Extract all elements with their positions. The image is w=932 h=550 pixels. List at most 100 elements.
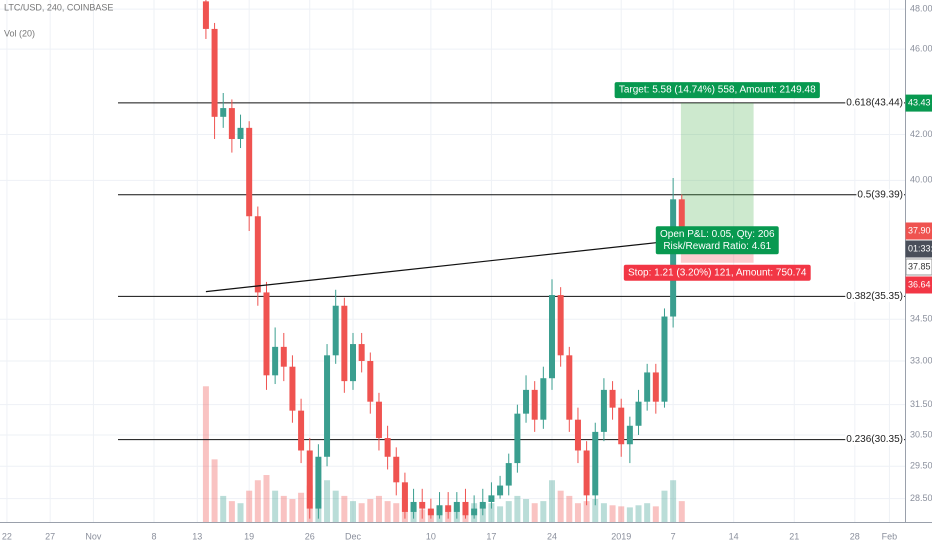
- volume-bar: [384, 501, 391, 522]
- candle-body: [523, 389, 530, 414]
- candle-body: [350, 344, 357, 382]
- volume-bar: [367, 499, 374, 522]
- candle-body: [324, 355, 331, 457]
- candle-body: [566, 355, 573, 420]
- candle-body: [436, 505, 443, 516]
- candle-body: [401, 482, 408, 512]
- candle-body: [410, 501, 417, 512]
- volume-bar: [574, 503, 581, 522]
- x-tick-label: 13: [192, 531, 202, 541]
- candle-body: [635, 401, 642, 426]
- x-tick-label: 17: [486, 531, 496, 541]
- countdown-bg: [905, 240, 932, 258]
- candle-body: [626, 425, 633, 445]
- price-tag-bg: [905, 222, 932, 240]
- price-tag: 36.64: [908, 279, 931, 289]
- x-tick-label: 24: [547, 531, 557, 541]
- x-tick-label: 22: [2, 531, 12, 541]
- volume-bar: [350, 501, 357, 522]
- y-tick-label: 30.50: [910, 429, 932, 439]
- volume-bar: [592, 499, 599, 522]
- candle-body: [609, 389, 616, 408]
- volume-bar: [618, 506, 625, 522]
- fib-label: 0.618(43.44): [846, 98, 903, 109]
- volume-bar: [514, 495, 521, 522]
- x-tick-label: 10: [426, 531, 436, 541]
- candle-body: [652, 372, 659, 402]
- price-tag-bg: [905, 276, 932, 294]
- y-tick-label: 33.00: [910, 355, 932, 365]
- volume-bar: [531, 503, 538, 522]
- volume-bar: [540, 501, 547, 522]
- volume-bar: [566, 495, 573, 522]
- volume-bar: [505, 501, 512, 522]
- volume-bar: [488, 503, 495, 522]
- candle-body: [427, 508, 434, 516]
- volume-bar: [644, 503, 651, 522]
- volume-bar: [202, 386, 209, 522]
- candle-body: [540, 378, 547, 420]
- candle-body: [393, 456, 400, 483]
- volume-bar: [626, 507, 633, 522]
- price-tag: 37.90: [908, 225, 931, 235]
- candle-body: [479, 501, 486, 509]
- volume-bar: [211, 459, 218, 522]
- x-tick-label: 27: [45, 531, 55, 541]
- candle-body: [272, 346, 279, 376]
- volume-bar: [661, 490, 668, 522]
- candle-body: [298, 410, 305, 451]
- candle-body: [367, 360, 374, 402]
- candle-body: [306, 450, 313, 509]
- candle-body: [644, 372, 651, 402]
- candle-body: [670, 199, 677, 317]
- candle-body: [600, 389, 607, 432]
- target-label-text: Target: 5.58 (14.74%) 558, Amount: 2149.…: [619, 85, 816, 96]
- x-tick-label: 28: [850, 531, 860, 541]
- candle-body: [341, 305, 348, 382]
- symbol-legend: LTC/USD, 240, COINBASE: [4, 2, 113, 12]
- x-tick-label: 19: [244, 531, 254, 541]
- candle-body: [453, 501, 460, 512]
- candle-body: [462, 501, 469, 516]
- candle-body: [254, 216, 261, 293]
- trend-line: [205, 240, 673, 293]
- x-tick-label: Feb: [882, 531, 898, 541]
- volume-bar: [280, 495, 287, 522]
- volume-bar: [246, 490, 253, 522]
- y-tick-label: 29.50: [910, 461, 932, 471]
- candle-body: [661, 316, 668, 402]
- candle-layer: [202, 0, 685, 519]
- candle-body: [332, 305, 339, 356]
- pnl-label-text: Risk/Reward Ratio: 4.61: [663, 241, 771, 252]
- pnl-label-text: Open P&L: 0.05, Qty: 206: [660, 229, 775, 240]
- volume-bar: [670, 480, 677, 522]
- volume-bar: [600, 503, 607, 522]
- x-tick-label: 21: [789, 531, 799, 541]
- profit-zone: [680, 103, 754, 233]
- price-tag: 43.43: [908, 97, 931, 107]
- volume-bar: [228, 501, 235, 522]
- axis-layer: 48.00 46.00 42.00 40.00 34.50 33.00 31.50 30.50…: [2, 4, 932, 541]
- volume-bar: [298, 492, 305, 522]
- pnl-label-box: [655, 226, 779, 255]
- candle-body: [531, 389, 538, 420]
- fib-label: 0.382(35.35): [846, 291, 903, 302]
- candle-body: [289, 366, 296, 411]
- x-tick-label: Nov: [85, 531, 102, 541]
- candle-body: [263, 292, 270, 376]
- position-layer: [680, 103, 754, 263]
- volume-bar: [332, 490, 339, 522]
- y-tick-label: 48.00: [910, 4, 932, 14]
- candle-body: [384, 438, 391, 457]
- volume-bar: [341, 495, 348, 522]
- volume-bar: [393, 503, 400, 522]
- price-tag-bg: [905, 94, 932, 112]
- candle-body: [488, 495, 495, 502]
- candle-body: [505, 463, 512, 486]
- x-tick-label: 2019: [611, 531, 631, 541]
- candle-body: [246, 127, 253, 217]
- volume-bar: [497, 506, 504, 522]
- volume-bar: [523, 499, 530, 522]
- candle-body: [315, 456, 322, 509]
